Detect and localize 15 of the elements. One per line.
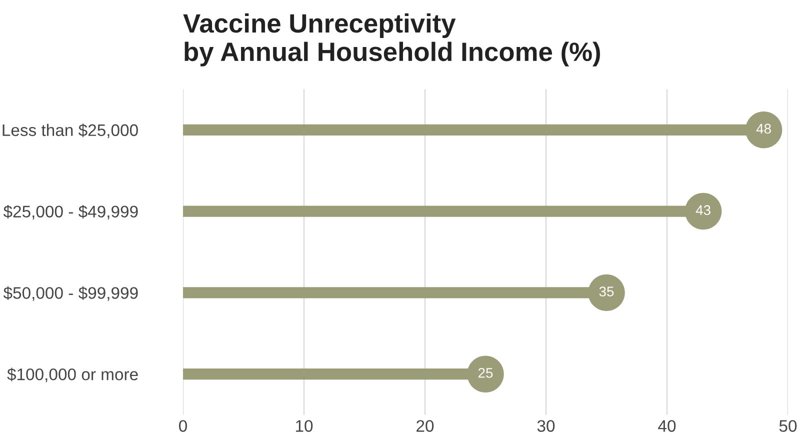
x-tick-label: 40 [658, 420, 676, 432]
x-tick-label: 0 [179, 420, 187, 432]
data-label: 43 [696, 205, 710, 216]
data-label: 48 [756, 124, 771, 134]
x-tick-label: 20 [416, 420, 434, 432]
y-tick-label: $50,000 - $99,999 [3, 286, 138, 301]
x-tick-label: 50 [779, 420, 797, 432]
y-tick-label: $25,000 - $49,999 [3, 204, 138, 220]
chart-title: Vaccine Unreceptivity by Annual Household Income (%) [183, 13, 600, 66]
x-tick-label: 30 [537, 420, 555, 432]
x-tick-label: 10 [296, 420, 313, 432]
y-tick-label: Less than $25,000 [2, 124, 138, 138]
data-label: 35 [599, 286, 614, 296]
y-tick-label: $100,000 or more [7, 368, 138, 382]
data-label: 25 [478, 368, 493, 378]
